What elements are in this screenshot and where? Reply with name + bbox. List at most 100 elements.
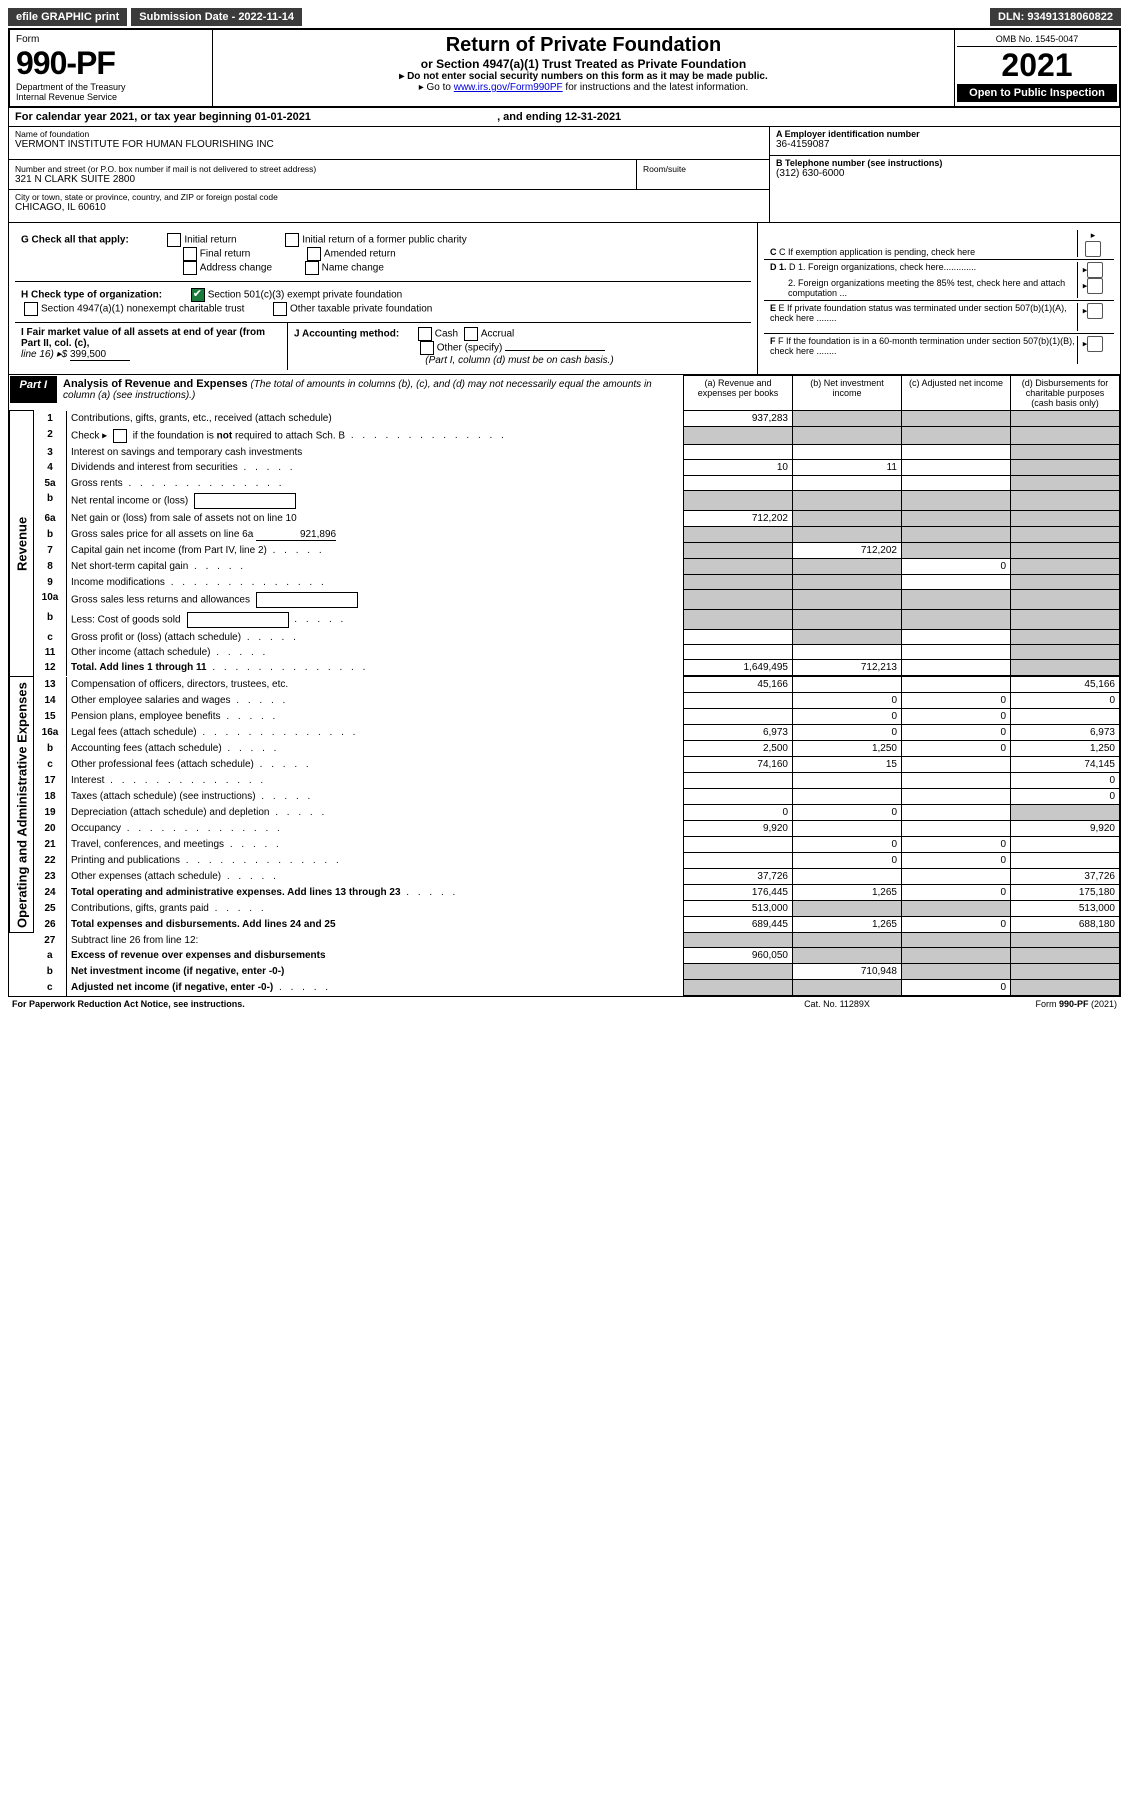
l26-a: 689,445 <box>684 917 793 933</box>
efile-badge[interactable]: efile GRAPHIC print <box>8 8 127 26</box>
l23-n: 23 <box>34 869 67 885</box>
h-other-cb[interactable] <box>273 302 287 316</box>
note-link-row: ▸ Go to www.irs.gov/Form990PF for instru… <box>219 82 948 93</box>
l22-d: Printing and publications <box>67 853 684 869</box>
top-bar: efile GRAPHIC print Submission Date - 20… <box>8 8 1121 26</box>
l2-n: 2 <box>34 427 67 445</box>
j-note: (Part I, column (d) must be on cash basi… <box>294 355 745 366</box>
l15-c: 0 <box>902 709 1011 725</box>
l15-b: 0 <box>793 709 902 725</box>
l27b-n: b <box>34 964 67 980</box>
calendar-pre: For calendar year 2021, or tax year begi… <box>15 111 255 123</box>
e-checkbox[interactable] <box>1087 303 1103 319</box>
l5b-n: b <box>34 491 67 511</box>
c-label: C If exemption application is pending, c… <box>779 247 975 257</box>
j-other-cb[interactable] <box>420 341 434 355</box>
d1-label: D 1. Foreign organizations, check here..… <box>789 262 976 272</box>
col-a-header: (a) Revenue and expenses per books <box>684 376 793 411</box>
i-j-row: I Fair market value of all assets at end… <box>15 323 751 370</box>
l1-n: 1 <box>34 411 67 427</box>
l16c-dd: 74,145 <box>1011 757 1120 773</box>
l20-n: 20 <box>34 821 67 837</box>
col-d-header: (d) Disbursements for charitable purpose… <box>1011 376 1120 411</box>
c-checkbox[interactable] <box>1085 241 1101 257</box>
l22-c: 0 <box>902 853 1011 869</box>
f-checkbox[interactable] <box>1087 336 1103 352</box>
l16c-a: 74,160 <box>684 757 793 773</box>
l25-dd: 513,000 <box>1011 901 1120 917</box>
f-cell: F F If the foundation is in a 60-month t… <box>764 334 1114 366</box>
l6b-sub: 921,896 <box>256 529 336 541</box>
l21-b: 0 <box>793 837 902 853</box>
l10a-d: Gross sales less returns and allowances <box>67 590 684 610</box>
g-opt-2: Address change <box>200 263 272 274</box>
l27c-c: 0 <box>902 980 1011 996</box>
h-501c3-cb[interactable] <box>191 288 205 302</box>
g-initial-former-cb[interactable] <box>285 233 299 247</box>
form-word: Form <box>16 34 206 45</box>
l16c-n: c <box>34 757 67 773</box>
dln-badge: DLN: 93491318060822 <box>990 8 1121 26</box>
l16a-dd: 6,973 <box>1011 725 1120 741</box>
e-cell: E E If private foundation status was ter… <box>764 301 1114 334</box>
d2-checkbox[interactable] <box>1087 278 1103 294</box>
d1-checkbox[interactable] <box>1087 262 1103 278</box>
l14-d: Other employee salaries and wages <box>67 693 684 709</box>
j-accrual-cb[interactable] <box>464 327 478 341</box>
l8-c: 0 <box>902 559 1011 575</box>
form-title: Return of Private Foundation <box>219 34 948 57</box>
form990pf-link[interactable]: www.irs.gov/Form990PF <box>454 82 563 93</box>
l24-a: 176,445 <box>684 885 793 901</box>
l19-d: Depreciation (attach schedule) and deple… <box>67 805 684 821</box>
l27-n: 27 <box>34 933 67 948</box>
l16b-dd: 1,250 <box>1011 741 1120 757</box>
l12-d: Total. Add lines 1 through 11 <box>67 660 684 676</box>
l16a-a: 6,973 <box>684 725 793 741</box>
h-4947-cb[interactable] <box>24 302 38 316</box>
l6b-d: Gross sales price for all assets on line… <box>67 527 684 543</box>
g-amended-cb[interactable] <box>307 247 321 261</box>
g-opt-5: Name change <box>322 263 384 274</box>
part1-table: Part I Analysis of Revenue and Expenses … <box>9 375 1120 996</box>
l23-d: Other expenses (attach schedule) <box>67 869 684 885</box>
l11-d: Other income (attach schedule) <box>67 645 684 660</box>
name-label: Name of foundation <box>15 129 763 139</box>
l18-dd: 0 <box>1011 789 1120 805</box>
omb-number: OMB No. 1545-0047 <box>957 32 1117 47</box>
g-row: G Check all that apply: Initial return I… <box>15 227 751 282</box>
l26-c: 0 <box>902 917 1011 933</box>
city-cell: City or town, state or province, country… <box>9 190 769 222</box>
l27c-n: c <box>34 980 67 996</box>
l9-d: Income modifications <box>67 575 684 590</box>
l3-d: Interest on savings and temporary cash i… <box>67 445 684 460</box>
g-opt-4: Amended return <box>324 249 396 260</box>
l8-d: Net short-term capital gain <box>67 559 684 575</box>
ein-value: 36-4159087 <box>776 139 1114 150</box>
l22-b: 0 <box>793 853 902 869</box>
g-through-f-block: G Check all that apply: Initial return I… <box>8 223 1121 375</box>
l18-d: Taxes (attach schedule) (see instruction… <box>67 789 684 805</box>
g-name-change-cb[interactable] <box>305 261 319 275</box>
h-opt1: Section 501(c)(3) exempt private foundat… <box>208 290 403 301</box>
note-link-pre: ▸ Go to <box>419 82 454 93</box>
j-other: Other (specify) <box>437 343 503 354</box>
dept-irs: Internal Revenue Service <box>16 92 206 102</box>
g-final-return-cb[interactable] <box>183 247 197 261</box>
addr-label: Number and street (or P.O. box number if… <box>15 164 630 174</box>
l10b-d: Less: Cost of goods sold <box>67 610 684 630</box>
l10b-n: b <box>34 610 67 630</box>
l27a-a: 960,050 <box>684 948 793 964</box>
l16b-n: b <box>34 741 67 757</box>
phone-cell: B Telephone number (see instructions) (3… <box>770 156 1120 184</box>
l15-d: Pension plans, employee benefits <box>67 709 684 725</box>
calendar-begin: 01-01-2021 <box>255 111 311 123</box>
j-cash-cb[interactable] <box>418 327 432 341</box>
l26-n: 26 <box>34 917 67 933</box>
l2-checkbox[interactable] <box>113 429 127 443</box>
l18-n: 18 <box>34 789 67 805</box>
g-initial-return-cb[interactable] <box>167 233 181 247</box>
g-address-change-cb[interactable] <box>183 261 197 275</box>
l4-n: 4 <box>34 460 67 476</box>
l19-b: 0 <box>793 805 902 821</box>
l4-a: 10 <box>684 460 793 476</box>
